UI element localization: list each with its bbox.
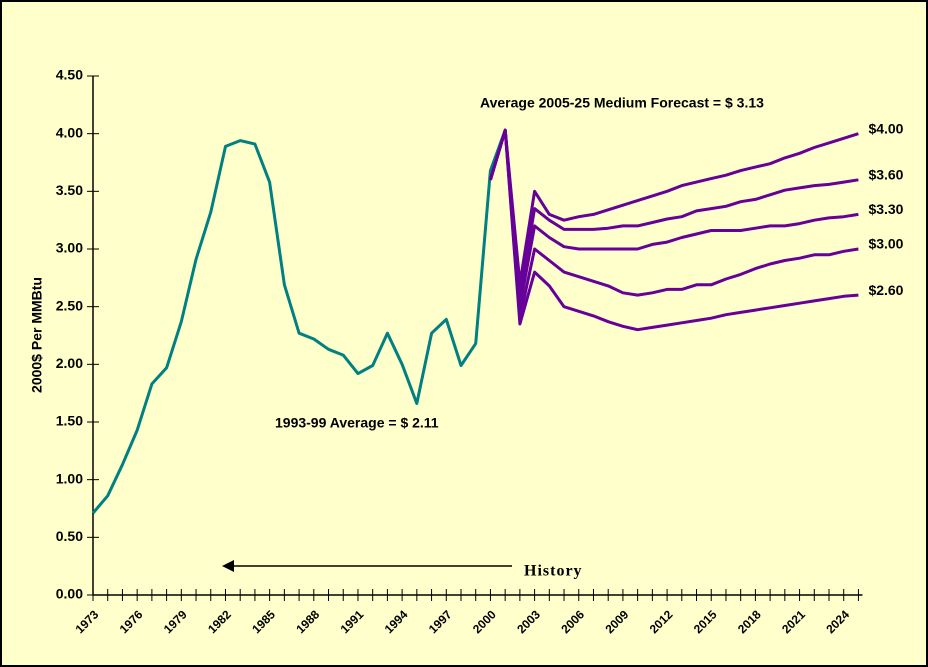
- y-tick-label: 2.00: [56, 355, 83, 371]
- annotation: History: [524, 563, 583, 580]
- data-line: [488, 128, 859, 309]
- end-label: $3.30: [868, 201, 903, 217]
- y-axis-label: 2000$ Per MMBtu: [29, 277, 45, 393]
- y-tick-label: 0.50: [56, 528, 83, 544]
- data-line: [488, 128, 859, 297]
- end-label: $3.60: [868, 167, 903, 183]
- y-tick-label: 4.00: [56, 124, 83, 140]
- y-tick-label: 1.50: [56, 413, 83, 429]
- data-line: [488, 128, 859, 332]
- y-tick-label: 3.50: [56, 182, 83, 198]
- end-label: $2.60: [868, 282, 903, 298]
- data-line: [488, 128, 859, 320]
- y-tick-label: 1.00: [56, 470, 83, 486]
- y-tick-label: 2.50: [56, 297, 83, 313]
- data-line: [488, 128, 859, 286]
- y-tick-label: 3.00: [56, 240, 83, 256]
- end-label: $3.00: [868, 236, 903, 252]
- y-tick-label: 0.00: [56, 586, 83, 602]
- end-label: $4.00: [868, 120, 903, 136]
- data-line: [91, 129, 507, 515]
- annotation: Average 2005-25 Medium Forecast = $ 3.13: [480, 95, 764, 111]
- y-tick-label: 4.50: [56, 67, 83, 83]
- arrow-head: [222, 560, 234, 572]
- annotation: 1993-99 Average = $ 2.11: [275, 415, 439, 431]
